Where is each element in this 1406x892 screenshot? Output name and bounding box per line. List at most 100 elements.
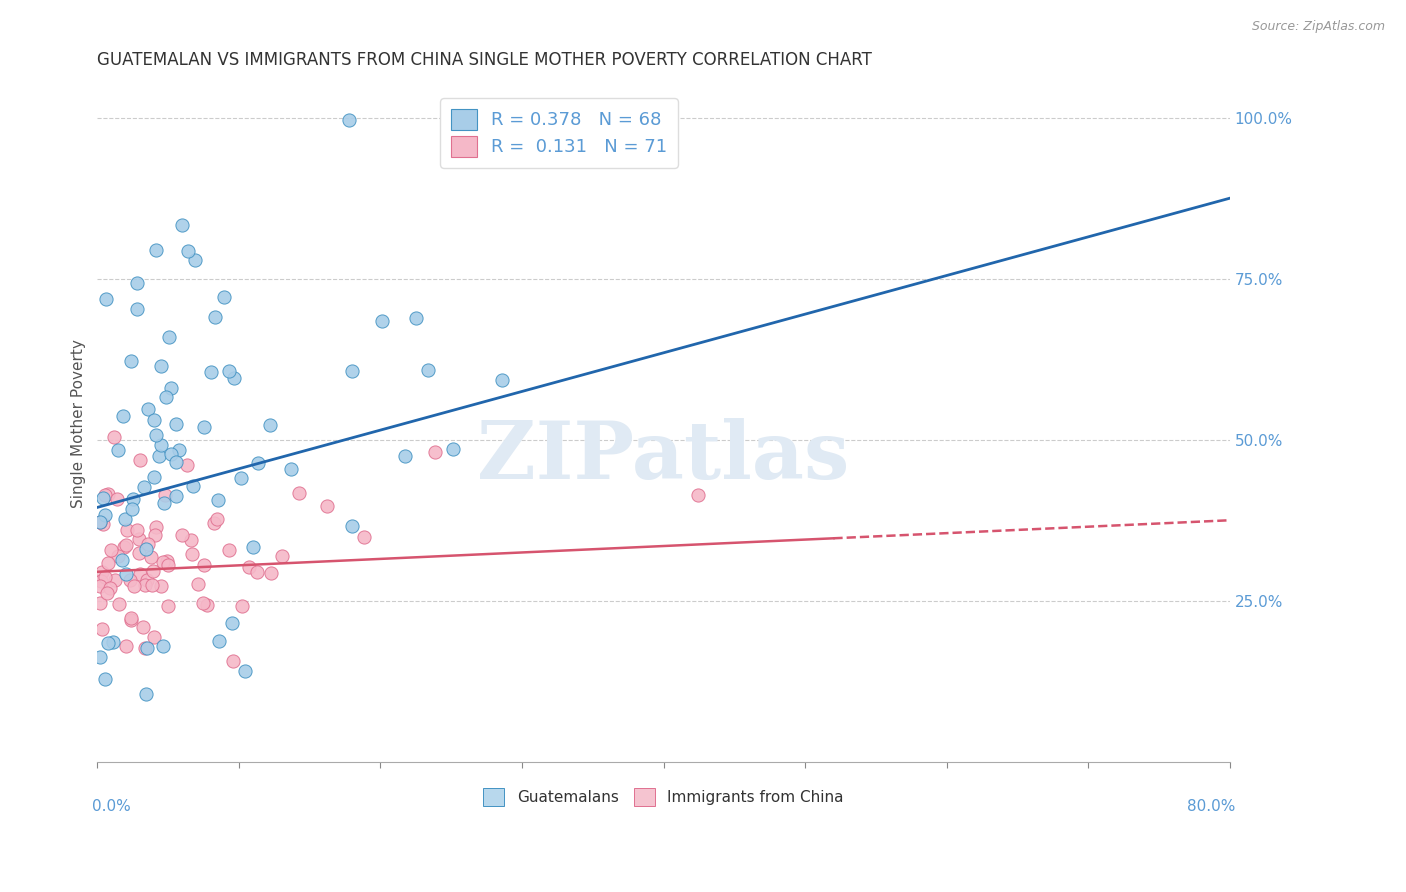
Point bbox=[112, 540, 135, 554]
Point bbox=[120, 611, 142, 625]
Point bbox=[260, 566, 283, 581]
Point bbox=[207, 493, 229, 508]
Point bbox=[107, 549, 129, 563]
Point bbox=[181, 547, 204, 561]
Point bbox=[100, 581, 122, 595]
Point bbox=[193, 558, 215, 572]
Point bbox=[152, 555, 174, 569]
Point bbox=[129, 453, 152, 467]
Point bbox=[132, 620, 155, 634]
Point bbox=[136, 574, 159, 588]
Point bbox=[218, 543, 240, 558]
Point bbox=[202, 516, 225, 530]
Point bbox=[94, 673, 117, 687]
Point bbox=[120, 354, 142, 368]
Point bbox=[89, 578, 111, 592]
Point bbox=[100, 542, 122, 557]
Point bbox=[370, 314, 392, 328]
Point bbox=[122, 579, 145, 593]
Point bbox=[114, 566, 136, 581]
Point bbox=[150, 438, 173, 452]
Point bbox=[204, 310, 226, 324]
Point bbox=[491, 373, 513, 387]
Point bbox=[150, 359, 173, 373]
Point bbox=[172, 527, 194, 541]
Point bbox=[233, 664, 256, 678]
Point bbox=[416, 363, 439, 377]
Point bbox=[115, 523, 138, 537]
Point bbox=[145, 244, 167, 258]
Point bbox=[195, 599, 218, 613]
Point bbox=[97, 636, 120, 650]
Point bbox=[184, 253, 207, 268]
Point bbox=[165, 455, 187, 469]
Text: GUATEMALAN VS IMMIGRANTS FROM CHINA SINGLE MOTHER POVERTY CORRELATION CHART: GUATEMALAN VS IMMIGRANTS FROM CHINA SING… bbox=[97, 51, 872, 69]
Point bbox=[142, 631, 165, 645]
Point bbox=[231, 599, 253, 614]
Point bbox=[118, 573, 141, 587]
Point bbox=[145, 427, 167, 442]
Point bbox=[156, 554, 179, 568]
Point bbox=[425, 445, 447, 459]
Point bbox=[221, 615, 243, 630]
Point bbox=[121, 502, 143, 516]
Point bbox=[152, 640, 174, 654]
Point bbox=[89, 516, 111, 530]
Point bbox=[160, 381, 183, 395]
Point bbox=[337, 112, 360, 127]
Point bbox=[90, 574, 112, 588]
Point bbox=[103, 430, 125, 444]
Point bbox=[246, 566, 269, 580]
Point bbox=[688, 488, 710, 502]
Point bbox=[141, 549, 163, 564]
Point bbox=[127, 523, 149, 537]
Point bbox=[165, 417, 187, 431]
Point bbox=[176, 244, 198, 258]
Point bbox=[107, 442, 129, 457]
Point bbox=[153, 496, 176, 510]
Point bbox=[259, 417, 281, 432]
Point bbox=[134, 577, 156, 591]
Point bbox=[94, 292, 117, 306]
Point bbox=[141, 578, 163, 592]
Point bbox=[122, 491, 145, 506]
Point bbox=[143, 469, 166, 483]
Point bbox=[205, 511, 228, 525]
Point bbox=[96, 586, 118, 600]
Point bbox=[97, 556, 120, 570]
Point bbox=[114, 512, 136, 526]
Point bbox=[89, 649, 111, 664]
Point bbox=[187, 576, 209, 591]
Point bbox=[132, 480, 155, 494]
Text: 80.0%: 80.0% bbox=[1187, 799, 1236, 814]
Point bbox=[91, 491, 114, 505]
Point bbox=[148, 449, 170, 463]
Point bbox=[127, 301, 149, 316]
Point bbox=[176, 458, 198, 472]
Y-axis label: Single Mother Poverty: Single Mother Poverty bbox=[72, 339, 86, 508]
Point bbox=[104, 573, 127, 587]
Point bbox=[129, 566, 152, 581]
Point bbox=[218, 363, 240, 377]
Point bbox=[353, 530, 375, 544]
Point bbox=[280, 462, 302, 476]
Point bbox=[165, 489, 187, 503]
Point bbox=[222, 654, 245, 668]
Point bbox=[142, 413, 165, 427]
Point bbox=[128, 532, 150, 546]
Point bbox=[155, 390, 177, 404]
Point bbox=[136, 537, 159, 551]
Point bbox=[193, 596, 215, 610]
Point bbox=[136, 402, 159, 417]
Point bbox=[93, 508, 115, 522]
Point bbox=[193, 419, 215, 434]
Point bbox=[181, 478, 204, 492]
Point bbox=[150, 579, 173, 593]
Point bbox=[229, 471, 252, 485]
Point bbox=[143, 528, 166, 542]
Point bbox=[91, 623, 114, 637]
Point bbox=[134, 641, 156, 656]
Point bbox=[111, 552, 134, 566]
Point bbox=[208, 633, 231, 648]
Point bbox=[342, 519, 364, 533]
